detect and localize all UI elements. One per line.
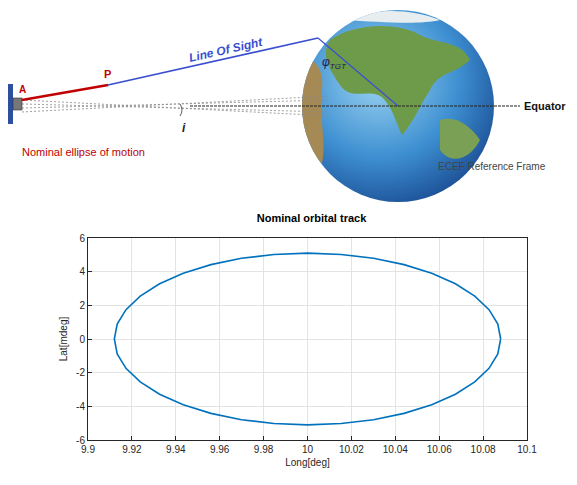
svg-text:10.04: 10.04 — [383, 444, 408, 455]
svg-text:i: i — [182, 121, 186, 135]
svg-text:Equator: Equator — [524, 100, 566, 112]
svg-text:0: 0 — [79, 334, 85, 345]
svg-text:9.96: 9.96 — [210, 444, 230, 455]
svg-text:-2: -2 — [76, 367, 85, 378]
svg-text:2: 2 — [79, 300, 85, 311]
svg-text:A: A — [19, 84, 26, 95]
svg-text:9.92: 9.92 — [122, 444, 142, 455]
svg-text:4: 4 — [79, 266, 85, 277]
svg-text:9.94: 9.94 — [166, 444, 186, 455]
svg-text:10.02: 10.02 — [339, 444, 364, 455]
svg-text:10.08: 10.08 — [471, 444, 496, 455]
svg-text:Line Of Sight: Line Of Sight — [188, 35, 265, 65]
svg-text:ECEF Reference Frame: ECEF Reference Frame — [438, 161, 546, 172]
svg-text:6: 6 — [79, 233, 85, 244]
svg-text:-6: -6 — [76, 435, 85, 446]
svg-text:10.1: 10.1 — [517, 444, 537, 455]
svg-text:9.98: 9.98 — [254, 444, 274, 455]
svg-text:φTGT: φTGT — [322, 55, 347, 71]
svg-text:Nominal ellipse of motion: Nominal ellipse of motion — [22, 146, 145, 158]
svg-text:P: P — [104, 68, 111, 80]
svg-text:10.06: 10.06 — [427, 444, 452, 455]
svg-text:10: 10 — [302, 444, 314, 455]
svg-text:Lat[mdeg]: Lat[mdeg] — [58, 317, 69, 362]
svg-text:-4: -4 — [76, 401, 85, 412]
svg-text:Long[deg]: Long[deg] — [285, 457, 330, 468]
svg-text:9.9: 9.9 — [81, 444, 95, 455]
svg-text:Nominal orbital track: Nominal orbital track — [257, 212, 367, 224]
